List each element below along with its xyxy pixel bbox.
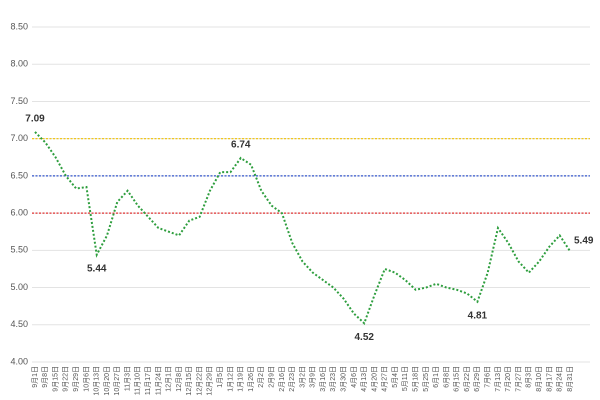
x-tick-label: 12月29日 (206, 366, 214, 396)
x-tick-label: 3月30日 (339, 366, 347, 392)
x-tick-label: 6月29日 (473, 366, 481, 392)
x-tick-label: 7月20日 (504, 366, 512, 392)
y-tick-label: 6.50 (10, 170, 28, 180)
x-tick-label: 3月2日 (298, 366, 306, 388)
x-tick-label: 8月10日 (535, 366, 543, 392)
value-label: 5.44 (87, 263, 107, 274)
x-tick-label: 2月23日 (288, 366, 296, 392)
value-label: 7.09 (25, 114, 45, 125)
y-tick-label: 5.50 (10, 245, 28, 255)
value-label: 4.81 (468, 310, 488, 321)
x-tick-label: 6月8日 (442, 366, 450, 388)
x-tick-label: 2月9日 (267, 366, 275, 388)
x-tick-label: 12月8日 (175, 366, 183, 392)
x-tick-label: 8月24日 (556, 366, 564, 392)
x-tick-label: 1月5日 (216, 366, 224, 388)
x-tick-label: 3月16日 (319, 366, 327, 392)
x-tick-label: 9月29日 (72, 366, 80, 392)
x-tick-label: 5月25日 (422, 366, 430, 392)
x-tick-label: 1月12日 (226, 366, 234, 392)
y-tick-label: 7.00 (10, 133, 28, 143)
x-tick-label: 10月13日 (93, 366, 101, 396)
y-tick-label: 6.00 (10, 207, 28, 217)
x-tick-label: 9月1日 (31, 366, 39, 388)
x-tick-label: 10月20日 (103, 366, 111, 396)
x-tick-label: 11月10日 (134, 366, 142, 395)
x-tick-label: 7月6日 (484, 366, 492, 388)
x-tick-label: 12月1日 (165, 366, 173, 392)
x-tick-label: 2月2日 (257, 366, 265, 388)
x-tick-label: 1月26日 (247, 366, 255, 392)
y-tick-label: 7.50 (10, 96, 28, 106)
x-tick-label: 5月4日 (391, 366, 399, 388)
x-tick-label: 4月20日 (370, 366, 378, 392)
x-tick-label: 6月15日 (453, 366, 461, 392)
x-tick-label: 7月13日 (494, 366, 502, 392)
x-tick-label: 8月17日 (545, 366, 553, 392)
x-tick-label: 8月3日 (525, 366, 533, 388)
x-tick-label: 12月15日 (185, 366, 193, 396)
x-tick-label: 10月6日 (82, 366, 90, 392)
x-tick-label: 9月22日 (62, 366, 70, 392)
x-tick-label: 9月15日 (51, 366, 59, 392)
x-tick-label: 3月23日 (329, 366, 337, 392)
x-tick-label: 5月18日 (412, 366, 420, 392)
x-tick-label: 6月1日 (432, 366, 440, 388)
x-tick-label: 9月8日 (41, 366, 49, 388)
x-tick-label: 5月11日 (401, 366, 409, 391)
x-tick-label: 7月27日 (514, 366, 522, 392)
x-tick-label: 12月22日 (195, 366, 203, 396)
data-line (34, 131, 571, 326)
x-tick-label: 3月9日 (309, 366, 317, 388)
value-label: 5.49 (574, 236, 594, 247)
x-tick-label: 8月31日 (566, 366, 574, 392)
x-tick-label: 6月22日 (463, 366, 471, 392)
x-tick-label: 11月17日 (144, 366, 152, 395)
y-tick-label: 8.50 (10, 21, 28, 31)
value-label: 4.52 (354, 332, 374, 343)
x-tick-label: 4月27日 (381, 366, 389, 392)
x-tick-label: 11月3日 (123, 366, 131, 391)
x-tick-label: 2月16日 (278, 366, 286, 392)
value-label: 6.74 (231, 140, 251, 151)
x-tick-label: 11月24日 (154, 366, 162, 395)
x-tick-label: 4月6日 (350, 366, 358, 388)
x-tick-label: 4月13日 (360, 366, 368, 392)
x-tick-label: 1月19日 (237, 366, 245, 392)
y-tick-label: 8.00 (10, 59, 28, 69)
y-tick-label: 4.50 (10, 319, 28, 329)
y-tick-label: 5.00 (10, 282, 28, 292)
y-tick-label: 4.00 (10, 356, 28, 366)
x-tick-label: 10月27日 (113, 366, 121, 396)
